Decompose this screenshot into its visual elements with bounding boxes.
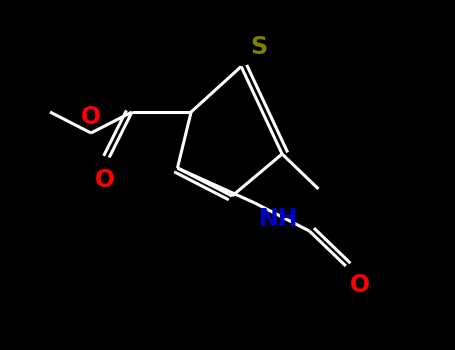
Text: NH: NH: [259, 206, 299, 231]
Text: O: O: [350, 273, 370, 297]
Text: O: O: [95, 168, 115, 192]
Text: O: O: [81, 105, 101, 130]
Text: S: S: [250, 35, 268, 60]
